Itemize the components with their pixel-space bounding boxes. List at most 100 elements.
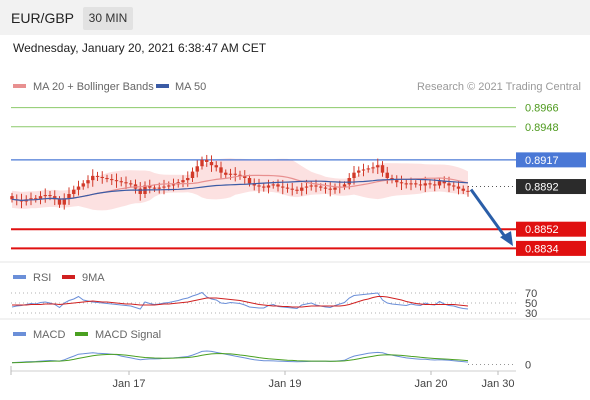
candle-body: [76, 186, 81, 190]
chart-datetime: Wednesday, January 20, 2021 6:38:47 AM C…: [13, 41, 267, 55]
candle-body: [309, 185, 313, 187]
candle-body: [228, 173, 233, 175]
x-axis-tick-label: Jan 17: [112, 378, 145, 390]
candle-body: [100, 176, 104, 178]
candle-body: [366, 168, 370, 170]
instrument-title: EUR/GBP: [11, 10, 75, 26]
macd-legend-label: MACD: [33, 329, 65, 341]
candle-body: [433, 184, 437, 186]
candle-body: [347, 178, 351, 185]
candle-body: [72, 189, 76, 194]
candle-body: [304, 186, 309, 188]
candle-body: [328, 188, 332, 190]
candle-body: [186, 178, 190, 181]
candle-body: [62, 198, 66, 205]
candle-body: [110, 179, 114, 181]
candle-body: [81, 183, 85, 187]
candle-body: [361, 169, 366, 171]
rsi-legend-swatch: [13, 275, 26, 279]
current-price-label: 0.8892: [525, 182, 559, 194]
candle-body: [442, 181, 446, 184]
candle-body: [124, 182, 128, 184]
source-credit: Research © 2021 Trading Central: [417, 81, 581, 93]
candle-body: [395, 180, 399, 183]
timeframe-button[interactable]: 30 MIN: [83, 7, 133, 30]
candle-body: [119, 181, 123, 183]
candle-body: [29, 198, 33, 200]
support-label: 0.8852: [525, 224, 559, 236]
candle-body: [266, 185, 271, 188]
macd-signal-line: [11, 352, 469, 364]
candle-body: [466, 190, 470, 192]
candle-body: [423, 183, 427, 186]
rsi-legend-label: RSI: [33, 272, 51, 284]
candle-body: [285, 187, 290, 189]
candle-body: [200, 159, 204, 167]
pivot-tag: [516, 152, 586, 168]
candle-body: [162, 186, 166, 188]
candle-body: [129, 183, 133, 185]
candle-body: [418, 184, 423, 186]
candle-body: [437, 181, 442, 186]
candle-body: [53, 196, 57, 200]
candle-body: [138, 188, 142, 194]
macd-legend-swatch: [13, 332, 26, 336]
rsi-tick-label: 70: [525, 288, 537, 300]
candle-body: [233, 173, 237, 175]
candle-body: [195, 166, 199, 172]
candle-body: [399, 182, 404, 184]
candle-body: [91, 175, 95, 181]
candle-body: [276, 184, 280, 187]
candle-body: [247, 178, 252, 184]
candle-body: [190, 171, 195, 178]
top-bar: EUR/GBP 30 MIN: [0, 0, 590, 35]
support-tag: [516, 240, 586, 256]
ma50-legend-label: MA 50: [175, 81, 206, 93]
rsi-9ma-line: [12, 296, 469, 308]
candle-body: [43, 195, 47, 197]
candle-body: [452, 185, 456, 187]
candle-body: [38, 196, 43, 200]
x-axis-tick-label: Jan 30: [481, 378, 514, 390]
candle-body: [105, 178, 109, 180]
candle-body: [428, 183, 432, 185]
candle-body: [57, 199, 62, 205]
candle-body: [342, 184, 347, 187]
candle-body: [414, 183, 418, 185]
candle-body: [257, 185, 261, 187]
x-axis-tick-label: Jan 20: [414, 378, 447, 390]
candle-body: [219, 167, 223, 173]
ma20-legend-swatch: [13, 84, 26, 88]
current-price-tag: [516, 179, 586, 195]
macd-line: [11, 350, 469, 364]
macd-signal-legend-swatch: [75, 332, 88, 336]
candle-body: [209, 162, 214, 166]
candle-body: [456, 186, 461, 189]
candle-body: [319, 186, 323, 188]
candle-body: [157, 187, 161, 189]
rsi-ma-legend-label: 9MA: [82, 272, 105, 284]
candle-body: [376, 165, 380, 168]
candle-body: [214, 165, 218, 168]
candle-body: [404, 183, 408, 185]
candle-body: [281, 186, 285, 188]
candle-body: [447, 183, 451, 186]
x-axis-tick-label: Jan 19: [268, 378, 301, 390]
candle-body: [385, 172, 389, 178]
candle-body: [262, 186, 266, 188]
candle-body: [238, 174, 242, 176]
resistance-label: 0.8948: [525, 122, 559, 134]
candle-body: [380, 165, 385, 173]
candle-body: [271, 184, 275, 186]
candle-body: [461, 188, 465, 191]
candle-body: [114, 180, 119, 182]
candle-body: [152, 187, 157, 189]
rsi-ma-legend-swatch: [62, 275, 75, 279]
candle-body: [86, 180, 90, 184]
macd-signal-legend-label: MACD Signal: [95, 329, 161, 341]
candle-body: [352, 172, 356, 178]
x-axis-labels: Jan 17 Jan 19 Jan 20 Jan 30: [10, 366, 515, 390]
candle-body: [67, 194, 71, 199]
